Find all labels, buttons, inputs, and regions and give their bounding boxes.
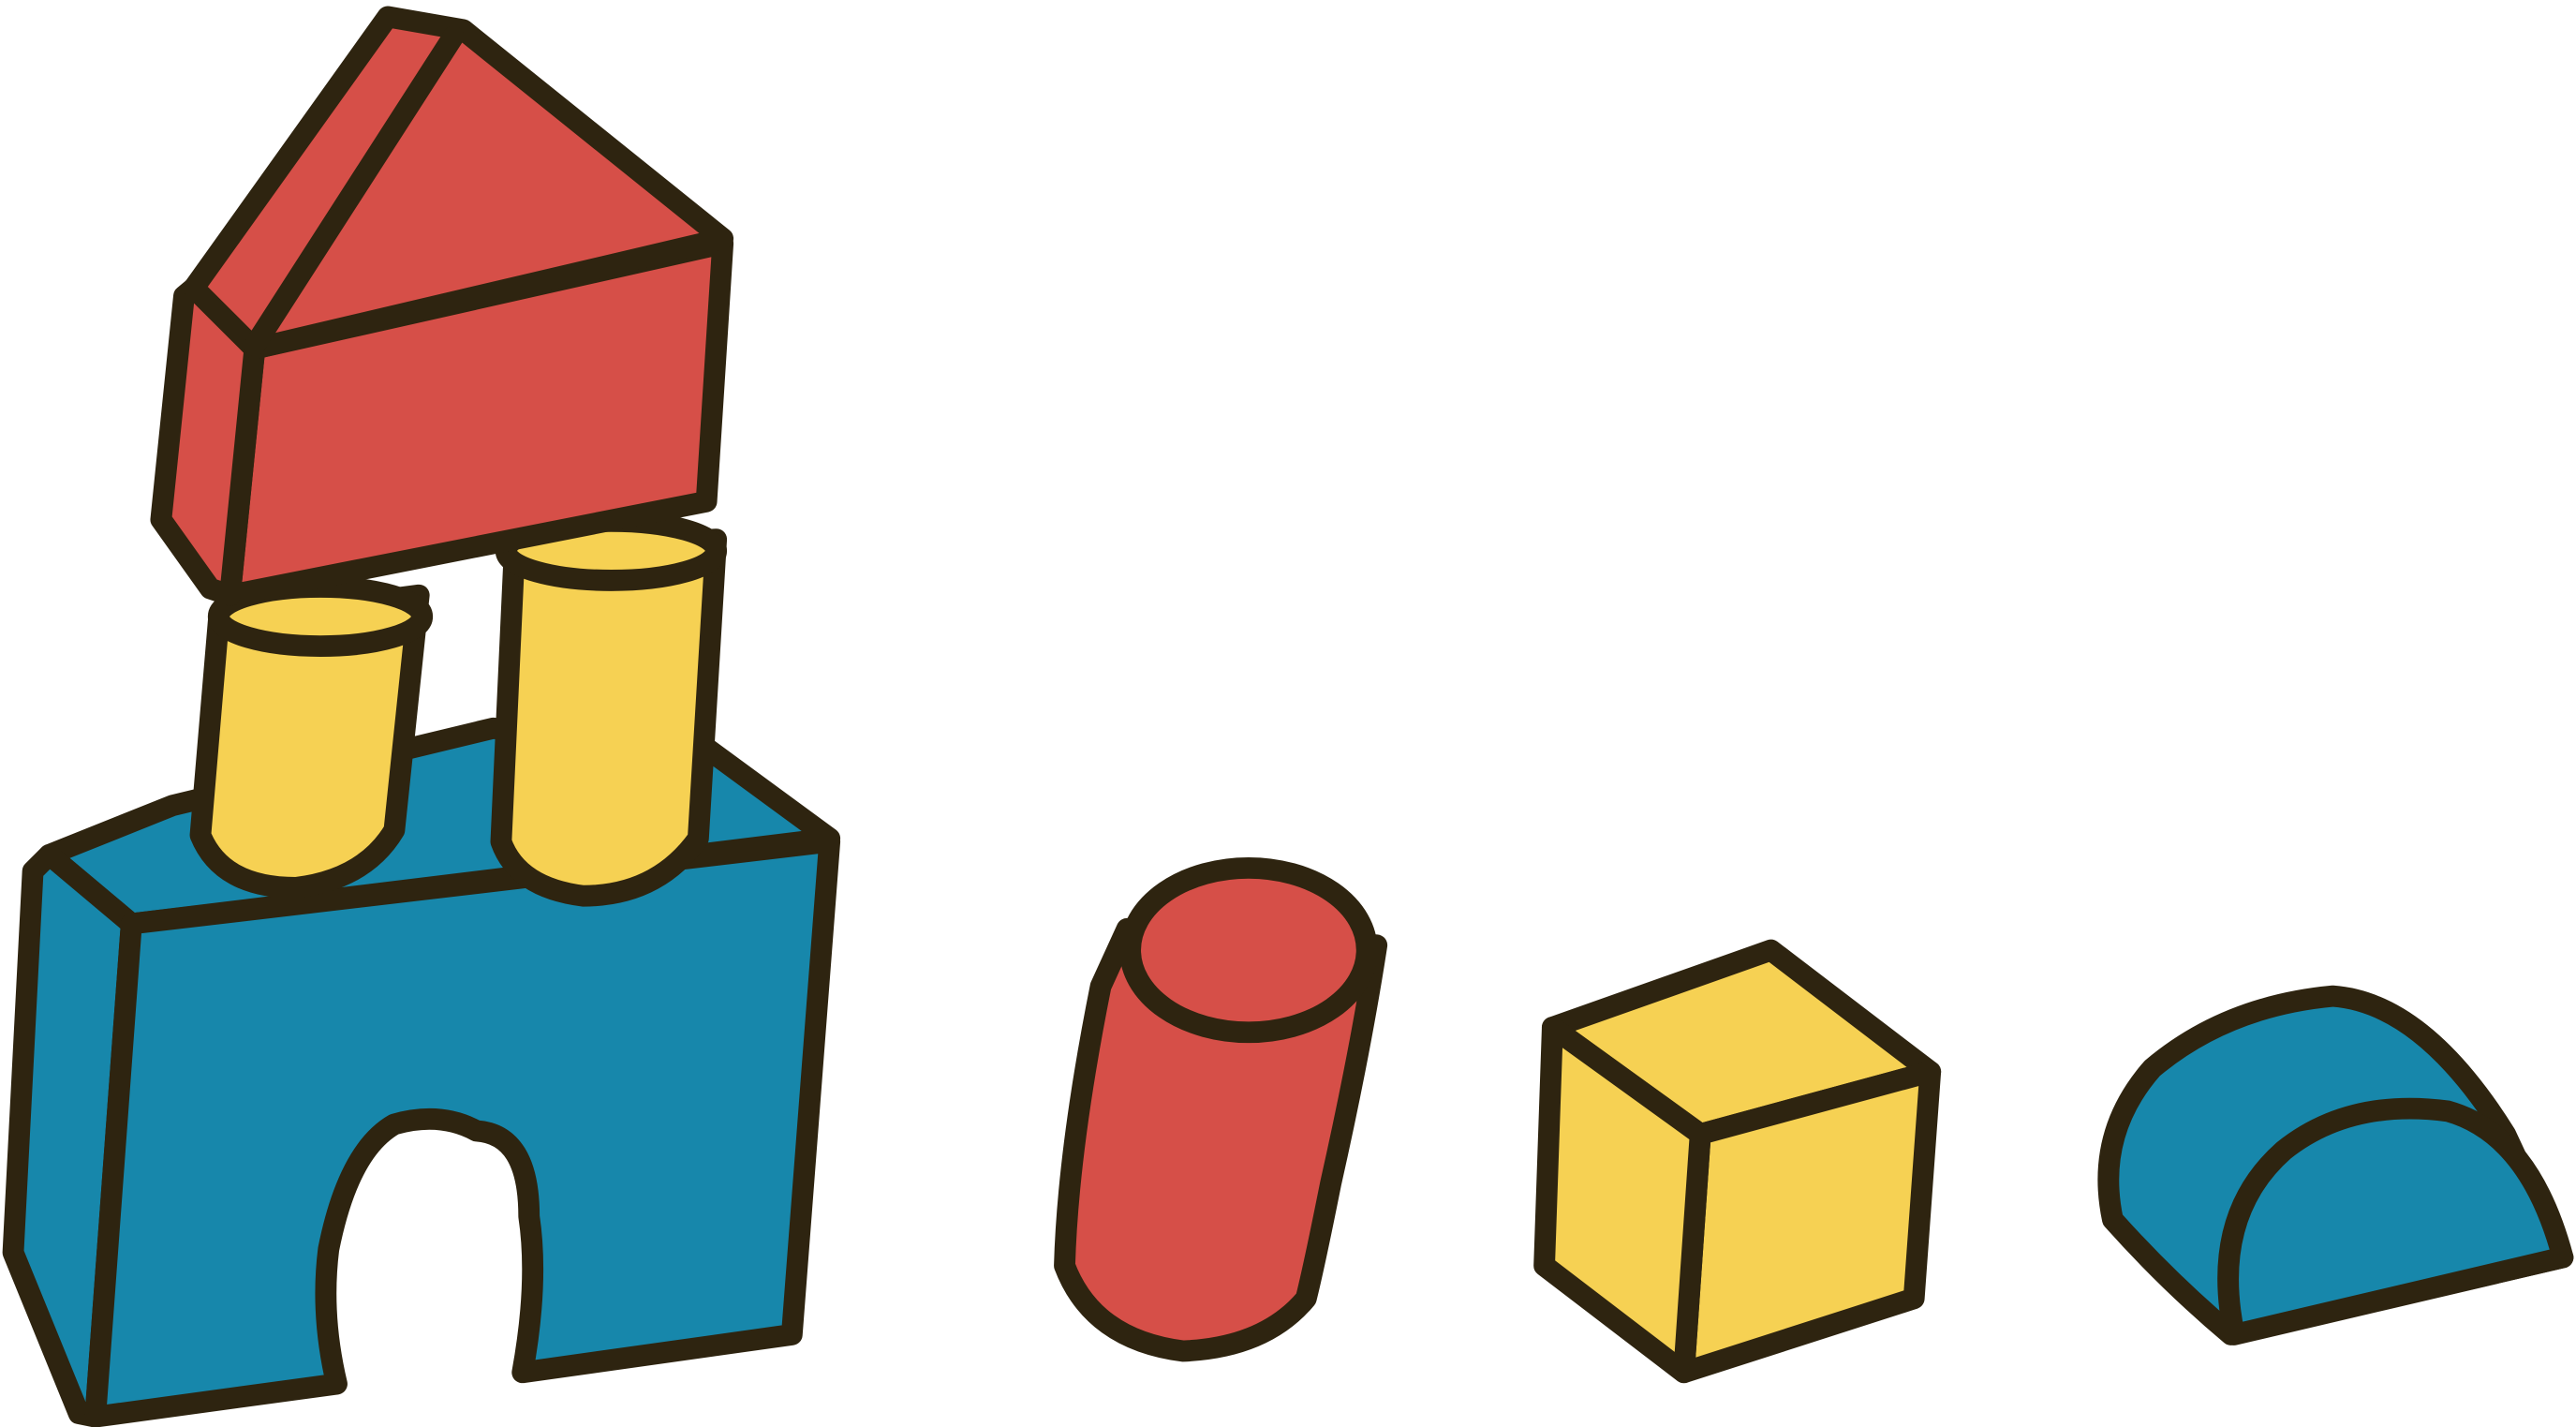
cylinder-top	[1119, 856, 1378, 1044]
cylinder-body	[189, 584, 430, 899]
roof-slope	[183, 6, 734, 360]
yellow-cylinder-right	[490, 510, 728, 907]
yellow-cube	[1533, 939, 1942, 1384]
half-cylinder-face	[2217, 1097, 2574, 1345]
red-roof-block	[150, 6, 734, 606]
roof-ridge	[244, 25, 465, 357]
red-cylinder	[1054, 856, 1388, 1362]
arch-front-face	[84, 830, 841, 1427]
blue-half-cylinder	[2097, 985, 2574, 1345]
yellow-cylinder-left	[189, 576, 434, 899]
cylinder-body	[490, 528, 728, 907]
cube-left	[1533, 1017, 1711, 1384]
